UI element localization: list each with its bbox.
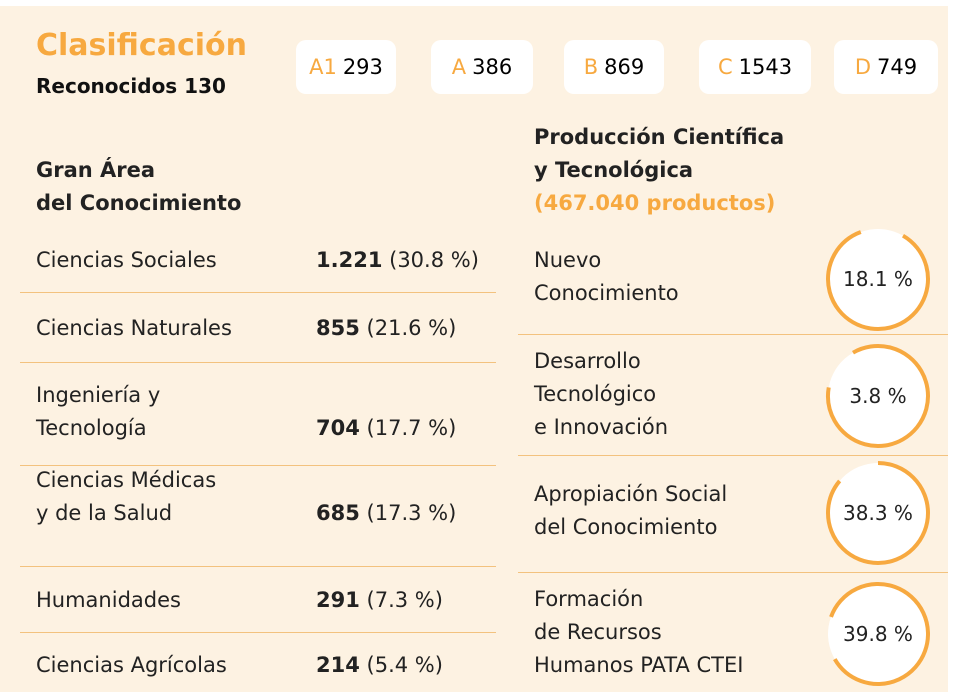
divider xyxy=(518,455,948,456)
item-name: Desarrollo Tecnológico e Innovación xyxy=(534,345,668,444)
name-line: Ciencias Agrícolas xyxy=(36,652,227,677)
name-line: Tecnología xyxy=(36,416,147,440)
item-pct: 3.8 % xyxy=(849,384,907,408)
name-line: del Conocimiento xyxy=(534,515,718,539)
area-pct: (17.3 %) xyxy=(366,501,457,525)
divider xyxy=(20,566,496,567)
area-count: 1.221 xyxy=(316,247,383,272)
divider xyxy=(20,465,496,466)
name-line: Nuevo xyxy=(534,248,602,272)
name-line: e Innovación xyxy=(534,414,669,439)
area-name: Ciencias Naturales xyxy=(36,312,232,345)
badge-label: A xyxy=(451,55,467,79)
area-value: 1.221 (30.8 %) xyxy=(316,244,479,277)
areas-title: Gran Área del Conocimiento xyxy=(36,154,241,220)
ring-circle xyxy=(826,461,930,565)
area-value: 855 (21.6 %) xyxy=(316,312,456,345)
divider xyxy=(518,572,948,573)
area-pct: (7.3 %) xyxy=(366,587,443,612)
area-name: Ciencias Sociales xyxy=(36,244,217,277)
badge: B 869 xyxy=(564,40,664,94)
item-pct: 39.8 % xyxy=(843,622,913,646)
ring: 38.3 % xyxy=(824,459,932,567)
name-line: Tecnológico xyxy=(534,381,657,406)
ring: 39.8 % xyxy=(824,580,932,688)
name-line: Ingeniería y xyxy=(36,383,161,407)
area-value: 214 (5.4 %) xyxy=(316,649,443,682)
ring-icon xyxy=(826,582,930,686)
area-count: 855 xyxy=(316,315,360,340)
name-line: Ciencias Médicas xyxy=(36,468,217,492)
ring-icon xyxy=(826,227,930,331)
ring-icon xyxy=(826,461,930,565)
name-line: Formación xyxy=(534,586,644,611)
badge: D 749 xyxy=(834,40,938,94)
ring-circle xyxy=(826,227,930,331)
ring: 18.1 % xyxy=(824,225,932,333)
badge-label: C xyxy=(717,55,733,79)
divider xyxy=(20,632,496,633)
production-total: (467.040 productos) xyxy=(534,191,776,215)
item-pct: 18.1 % xyxy=(843,267,913,291)
item-name: Formación de Recursos Humanos PATA CTEI xyxy=(534,583,743,682)
area-pct: (5.4 %) xyxy=(366,652,443,677)
ring-icon xyxy=(826,344,930,448)
panel: Clasificación Reconocidos 130 Gran Área d… xyxy=(0,6,948,692)
badge-value: 386 xyxy=(472,55,513,79)
subtitle: Reconocidos 130 xyxy=(36,74,226,98)
title-line: y Tecnológica xyxy=(534,158,694,182)
area-value: 685 (17.3 %) xyxy=(316,497,456,530)
area-count: 291 xyxy=(316,587,360,612)
ring-circle xyxy=(826,582,930,686)
divider xyxy=(20,362,496,363)
divider xyxy=(20,292,496,293)
badge-value: 869 xyxy=(604,55,645,79)
area-pct: (21.6 %) xyxy=(366,315,457,340)
area-pct: (17.7 %) xyxy=(366,416,457,440)
name-line: Humanos PATA CTEI xyxy=(534,652,744,677)
name-line: y de la Salud xyxy=(36,501,173,525)
area-name: Ciencias Agrícolas xyxy=(36,649,227,682)
badge-value: 749 xyxy=(877,55,918,79)
name-line: Conocimiento xyxy=(534,281,679,305)
area-count: 214 xyxy=(316,652,360,677)
badge-label: A1 xyxy=(309,55,337,79)
badge-value: 1543 xyxy=(738,55,793,79)
name-line: Ciencias Sociales xyxy=(36,247,217,272)
area-name: Ingeniería y Tecnología xyxy=(36,379,160,445)
ring-circle xyxy=(826,344,930,448)
area-pct: (30.8 %) xyxy=(389,247,479,272)
divider xyxy=(518,334,948,335)
name-line: Humanidades xyxy=(36,587,181,612)
item-name: Apropiación Social del Conocimiento xyxy=(534,478,727,544)
area-name: Ciencias Médicas y de la Salud xyxy=(36,464,216,530)
area-count: 685 xyxy=(316,501,360,525)
badge: C 1543 xyxy=(699,40,811,94)
name-line: Apropiación Social xyxy=(534,482,728,506)
badge-label: D xyxy=(854,55,872,79)
title-line: Producción Científica xyxy=(534,125,785,149)
title-line: del Conocimiento xyxy=(36,191,242,215)
area-count: 704 xyxy=(316,416,360,440)
area-value: 291 (7.3 %) xyxy=(316,584,443,617)
name-line: Desarrollo xyxy=(534,348,641,373)
name-line: de Recursos xyxy=(534,619,662,644)
badge-value: 293 xyxy=(342,55,383,79)
area-value: 704 (17.7 %) xyxy=(316,412,456,445)
badge-label: B xyxy=(583,55,599,79)
badge: A 386 xyxy=(431,40,533,94)
title: Clasificación xyxy=(36,28,247,63)
item-pct: 38.3 % xyxy=(843,501,913,525)
badge: A1 293 xyxy=(296,40,396,94)
item-name: Nuevo Conocimiento xyxy=(534,244,679,310)
ring: 3.8 % xyxy=(824,342,932,450)
title-line: Gran Área xyxy=(36,158,156,182)
area-name: Humanidades xyxy=(36,584,181,617)
name-line: Ciencias Naturales xyxy=(36,315,232,340)
production-title: Producción Científica y Tecnológica (467.0… xyxy=(534,121,784,220)
